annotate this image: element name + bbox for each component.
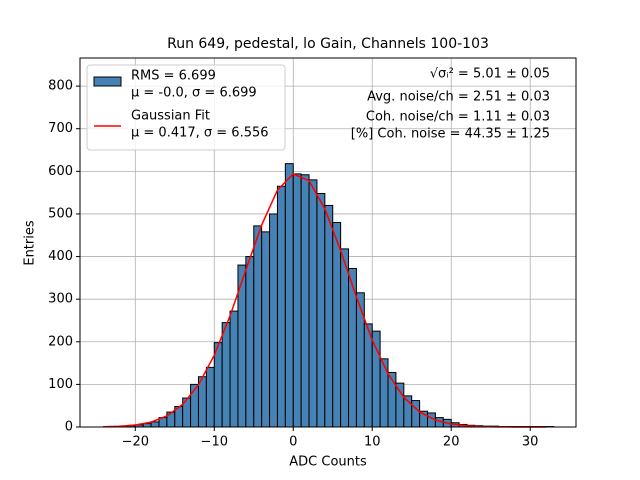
- x-axis-label: ADC Counts: [289, 455, 367, 470]
- histogram-bar: [371, 330, 381, 428]
- histogram-bar: [205, 366, 215, 428]
- y-tick-label: 200: [48, 334, 73, 349]
- histogram-bar: [229, 310, 239, 428]
- histogram-bar: [245, 256, 255, 428]
- histogram-bar: [411, 400, 421, 428]
- x-tick-label: 10: [364, 435, 381, 450]
- x-tick-label: 0: [289, 435, 297, 450]
- annotation: √σᵢ² = 5.01 ± 0.05: [430, 67, 550, 82]
- histogram-bar: [269, 213, 278, 428]
- legend-label: RMS = 6.699: [131, 69, 216, 84]
- histogram-bar: [379, 358, 389, 428]
- y-axis-label: Entries: [23, 220, 38, 266]
- x-tick-label: 20: [443, 435, 460, 450]
- histogram-bar: [340, 248, 350, 428]
- histogram-bar: [300, 174, 310, 428]
- x-tick-label: 30: [522, 435, 539, 450]
- y-tick-label: 300: [48, 292, 73, 307]
- histogram-bar: [213, 342, 223, 428]
- legend-label: μ = -0.0, σ = 6.699: [131, 86, 257, 101]
- histogram-bar: [197, 376, 207, 428]
- histogram-bar: [395, 382, 405, 428]
- legend-swatch: [93, 76, 122, 87]
- y-tick-label: 400: [48, 249, 73, 264]
- fit-line: [103, 173, 546, 428]
- y-tick-label: 600: [48, 164, 73, 179]
- legend-box: [86, 64, 286, 151]
- x-tick-label: −20: [122, 435, 149, 450]
- histogram-bar: [276, 185, 286, 428]
- histogram-bar: [316, 192, 326, 428]
- y-tick-label: 500: [48, 206, 73, 221]
- histogram-bar: [324, 204, 334, 428]
- y-tick-label: 800: [48, 79, 73, 94]
- histogram-bar: [308, 179, 318, 428]
- histogram-bar: [332, 221, 342, 428]
- x-tick-label: −10: [201, 435, 228, 450]
- histogram-bar: [292, 173, 302, 428]
- annotation: [%] Coh. noise = 44.35 ± 1.25: [351, 127, 550, 142]
- histogram-bar: [150, 421, 160, 428]
- plot-frame: [79, 57, 577, 428]
- y-tick-label: 0: [65, 420, 73, 435]
- histogram-bar: [253, 225, 263, 428]
- histogram-bar: [142, 423, 152, 428]
- chart-title: Run 649, pedestal, lo Gain, Channels 100…: [167, 36, 489, 52]
- legend-label: μ = 0.417, σ = 6.556: [131, 126, 269, 141]
- histogram-bar: [355, 292, 365, 428]
- histogram-bar: [363, 323, 373, 428]
- legend-label: Gaussian Fit: [131, 109, 210, 124]
- histogram-bar: [261, 231, 271, 428]
- histogram-bar: [221, 322, 231, 428]
- y-tick-label: 100: [48, 377, 73, 392]
- annotation: Coh. noise/ch = 1.11 ± 0.03: [366, 110, 550, 125]
- histogram-bar: [284, 163, 294, 428]
- annotation: Avg. noise/ch = 2.51 ± 0.03: [367, 90, 550, 105]
- y-tick-label: 700: [48, 121, 73, 136]
